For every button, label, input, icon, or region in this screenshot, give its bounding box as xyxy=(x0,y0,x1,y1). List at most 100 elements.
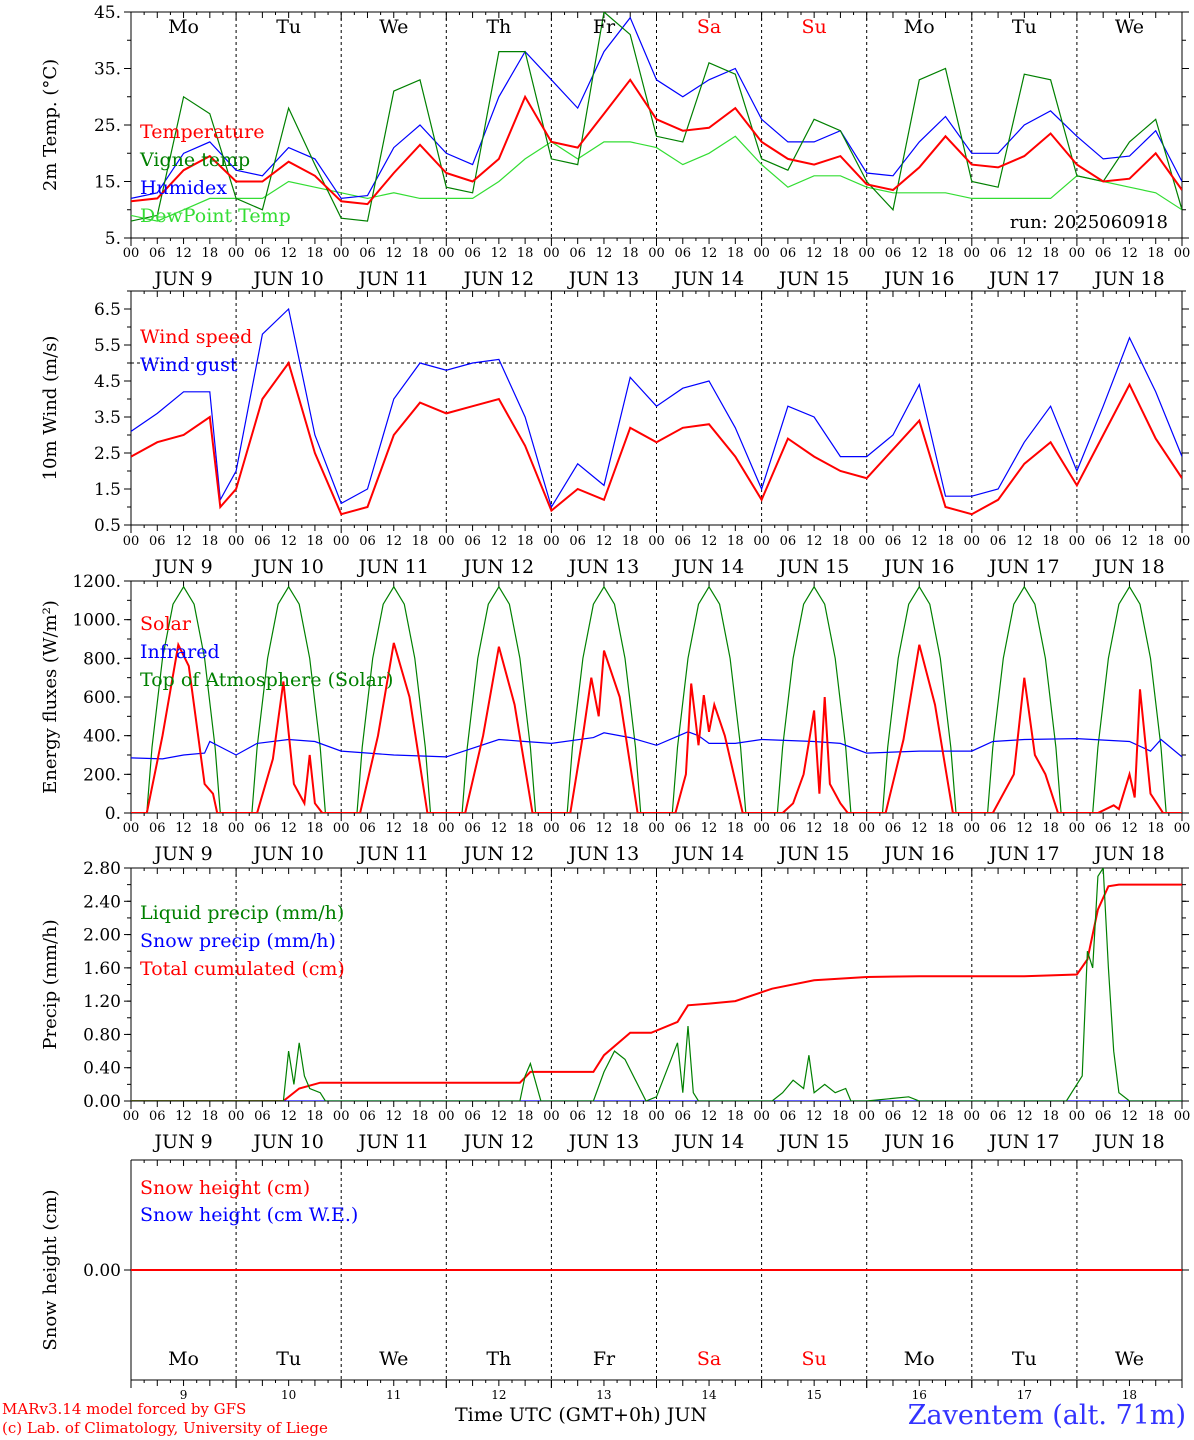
hour-label: 00 xyxy=(1069,246,1086,261)
hour-label: 12 xyxy=(175,821,192,836)
hour-label: 00 xyxy=(964,821,981,836)
day-label: We xyxy=(1115,16,1144,38)
date-label: JUN 15 xyxy=(777,268,849,290)
hour-label: 12 xyxy=(491,246,508,261)
date-label: JUN 14 xyxy=(672,843,744,865)
hour-label: 00 xyxy=(858,534,875,549)
hour-label: 12 xyxy=(175,246,192,261)
hour-label: 18 xyxy=(517,534,534,549)
day-label: Su xyxy=(802,16,827,38)
y-tick-label: 1.60 xyxy=(83,959,121,979)
hour-label: 00 xyxy=(543,246,560,261)
hour-label: 06 xyxy=(254,821,271,836)
hour-label: 00 xyxy=(228,534,245,549)
date-label: JUN 11 xyxy=(357,843,429,865)
hour-label: 12 xyxy=(701,246,718,261)
hour-label: 18 xyxy=(307,534,324,549)
station-title: Zaventem (alt. 71m) xyxy=(907,1400,1186,1431)
hour-label: 18 xyxy=(727,821,744,836)
y-tick-label: 45. xyxy=(94,3,121,23)
y-tick-label: 800. xyxy=(83,649,121,669)
hour-label: 06 xyxy=(1095,246,1112,261)
hour-label: 12 xyxy=(1016,821,1033,836)
y-tick-label: 3.5 xyxy=(94,408,121,428)
hour-label: 12 xyxy=(175,1109,192,1124)
day-number-label: 16 xyxy=(912,1388,927,1402)
hour-label: 18 xyxy=(1147,821,1164,836)
day-label: We xyxy=(1115,1348,1144,1370)
hour-label: 00 xyxy=(648,821,665,836)
day-label: We xyxy=(379,1348,408,1370)
hour-label: 18 xyxy=(622,246,639,261)
legend-entry: Wind speed xyxy=(140,326,252,348)
y-tick-label: 1200. xyxy=(72,572,121,592)
hour-label: 06 xyxy=(464,821,481,836)
y-tick-label: 2.80 xyxy=(83,859,121,879)
hour-label: 00 xyxy=(1174,1109,1191,1124)
y-tick-label: 0.5 xyxy=(94,516,121,536)
y-tick-label: 5.5 xyxy=(94,336,121,356)
y-tick-label: 1.20 xyxy=(83,992,121,1012)
series-line-dewpoint-temp xyxy=(131,135,1182,222)
day-label: Tu xyxy=(276,1348,301,1370)
hour-label: 06 xyxy=(675,1109,692,1124)
day-label: Sa xyxy=(697,1348,721,1370)
y-tick-label: 15. xyxy=(94,173,121,193)
hour-label: 06 xyxy=(990,1109,1007,1124)
hour-label: 12 xyxy=(701,821,718,836)
hour-label: 06 xyxy=(464,534,481,549)
hour-label: 12 xyxy=(911,246,928,261)
hour-label: 12 xyxy=(385,534,402,549)
hour-label: 06 xyxy=(1095,1109,1112,1124)
hour-label: 18 xyxy=(727,246,744,261)
y-tick-label: 0.80 xyxy=(83,1025,121,1045)
day-label: Tu xyxy=(1012,16,1037,38)
hour-label: 18 xyxy=(307,246,324,261)
hour-label: 12 xyxy=(806,1109,823,1124)
hour-label: 12 xyxy=(806,534,823,549)
date-label: JUN 17 xyxy=(987,268,1059,290)
date-label: JUN 18 xyxy=(1092,843,1164,865)
hour-label: 18 xyxy=(1042,821,1059,836)
hour-label: 06 xyxy=(254,1109,271,1124)
hour-label: 12 xyxy=(911,534,928,549)
day-number-label: 18 xyxy=(1122,1388,1137,1402)
time-axis-month: JUN xyxy=(666,1404,708,1426)
series-line-liquid-precip-mm-h- xyxy=(131,868,1182,1101)
date-label: JUN 15 xyxy=(777,556,849,578)
date-label: JUN 15 xyxy=(777,843,849,865)
day-label: Tu xyxy=(1012,1348,1037,1370)
hour-label: 18 xyxy=(727,1109,744,1124)
y-tick-label: 4.5 xyxy=(94,372,121,392)
legend-entry: Temperature xyxy=(140,121,264,143)
day-label: Mo xyxy=(904,16,935,38)
hour-label: 18 xyxy=(937,246,954,261)
y-axis-title: Snow height (cm) xyxy=(40,1189,61,1350)
hour-label: 18 xyxy=(727,534,744,549)
date-label: JUN 13 xyxy=(567,556,639,578)
series-line-temperature xyxy=(131,78,1182,206)
y-tick-label: 6.5 xyxy=(94,300,121,320)
date-label: JUN 13 xyxy=(567,1131,639,1153)
hour-label: 00 xyxy=(438,821,455,836)
date-label: JUN 12 xyxy=(462,556,534,578)
y-tick-label: 1000. xyxy=(72,611,121,631)
hour-label: 18 xyxy=(412,821,429,836)
hour-label: 00 xyxy=(753,534,770,549)
date-label: JUN 17 xyxy=(987,556,1059,578)
hour-label: 00 xyxy=(543,534,560,549)
date-label: JUN 18 xyxy=(1092,268,1164,290)
hour-label: 18 xyxy=(412,534,429,549)
hour-label: 00 xyxy=(123,1109,140,1124)
hour-label: 12 xyxy=(701,534,718,549)
date-label: JUN 12 xyxy=(462,1131,534,1153)
panel-1: 00 06 12 18 00 06 12 18 00 06 12 18 00 06 12 18 00 06 12 18… xyxy=(40,3,1190,290)
hour-label: 12 xyxy=(1121,1109,1138,1124)
date-label: JUN 11 xyxy=(357,1131,429,1153)
date-label: JUN 10 xyxy=(251,843,323,865)
date-label: JUN 16 xyxy=(882,843,954,865)
series-line-vigne-temp xyxy=(131,12,1182,222)
hour-label: 00 xyxy=(1174,534,1191,549)
hour-label: 18 xyxy=(1147,534,1164,549)
day-number-label: 17 xyxy=(1017,1388,1032,1402)
